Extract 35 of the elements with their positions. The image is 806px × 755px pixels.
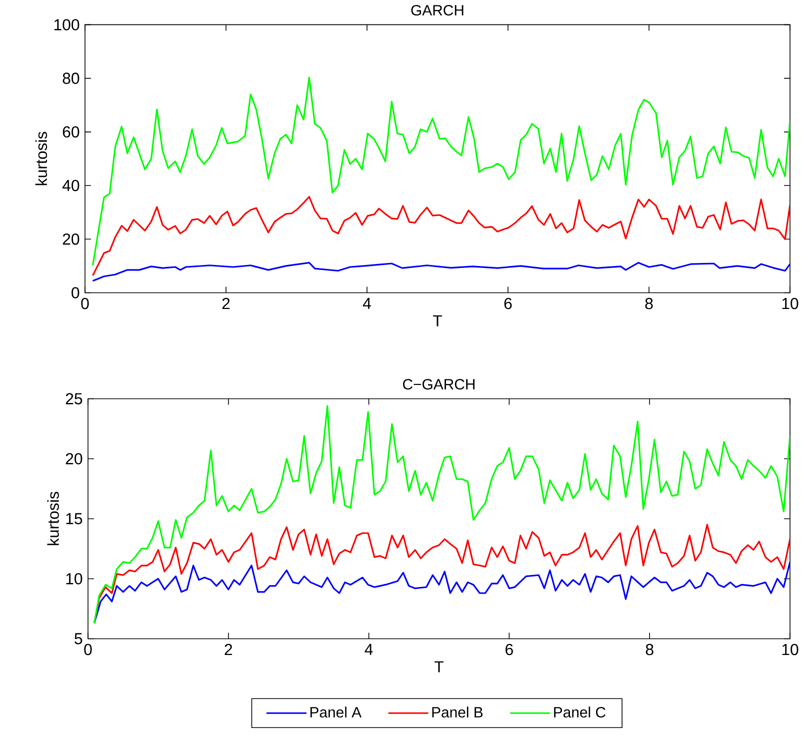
x-tick-label: 10 [782, 644, 798, 656]
y-axis-title: kurtosis [47, 492, 59, 546]
y-tick-label: 20 [66, 453, 82, 464]
x-tick-label: 8 [645, 298, 653, 310]
legend-label: Panel B [432, 706, 483, 718]
x-axis-title: T [434, 661, 444, 672]
x-tick-label: 4 [362, 298, 371, 309]
x-tick-label: 0 [84, 644, 92, 656]
y-tick-label: 15 [66, 513, 82, 524]
y-tick-label: 25 [66, 393, 82, 404]
legend-label: Panel C [554, 706, 606, 718]
line-series [92, 76, 790, 266]
y-tick-label: 20 [62, 234, 80, 245]
y-axis-title: kurtosis [35, 132, 48, 186]
x-tick-label: 2 [222, 298, 230, 310]
y-tick-label: 5 [74, 633, 82, 644]
y-tick-label: 40 [62, 180, 80, 192]
legend-label: Panel A [310, 706, 362, 718]
y-tick-label: 60 [62, 126, 80, 138]
x-tick-label: 2 [224, 644, 232, 656]
x-tick-label: 6 [504, 298, 512, 310]
line-series [92, 262, 790, 282]
chart-title: GARCH [411, 5, 464, 16]
chart-title: C−GARCH [403, 379, 475, 390]
line-series [94, 405, 790, 624]
y-tick-label: 0 [72, 287, 80, 298]
y-tick-label: 80 [62, 72, 80, 84]
x-tick-label: 10 [782, 298, 798, 310]
x-tick-label: 4 [364, 644, 373, 656]
x-tick-label: 8 [646, 644, 654, 656]
x-axis-title: T [432, 315, 442, 326]
y-tick-label: 10 [66, 573, 82, 584]
x-tick-label: 6 [506, 644, 513, 656]
line-series [92, 196, 790, 277]
y-tick-label: 100 [54, 19, 80, 30]
